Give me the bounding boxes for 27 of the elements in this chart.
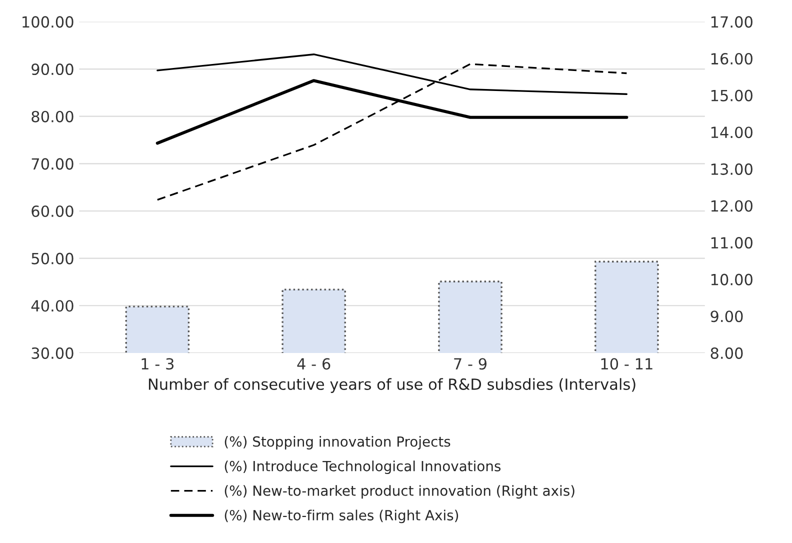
legend-label: (%) Introduce Technological Innovations <box>224 460 501 474</box>
y-tick-label: 60.00 <box>32 205 74 218</box>
y2-tick-label: 15.00 <box>711 90 752 102</box>
y2-tick-label: 9.00 <box>710 310 743 322</box>
y-tick-label: 80.00 <box>32 110 74 122</box>
x-tick-label: 7 - 9 <box>454 358 487 370</box>
y-tick-label: 100.00 <box>22 16 74 28</box>
y2-tick-label: 10.00 <box>711 274 752 286</box>
legend-label: (%) New-to-market product innovation (Right axis) <box>224 485 574 499</box>
y-tick-label: 50.00 <box>32 252 74 264</box>
x-tick-label: 10 - 11 <box>601 358 652 370</box>
y2-tick-label: 12.00 <box>711 200 752 212</box>
y2-tick-label: 16.00 <box>711 52 752 65</box>
y-tick-label: 90.00 <box>32 64 74 76</box>
x-tick-label: 4 - 6 <box>297 358 330 370</box>
x-tick-label: 1 - 3 <box>142 358 174 370</box>
y2-tick-label: 17.00 <box>711 16 752 28</box>
y2-tick-label: 13.00 <box>711 163 752 175</box>
y-tick-label: 70.00 <box>32 158 74 170</box>
y-tick-label: 30.00 <box>32 347 74 359</box>
y2-tick-label: 8.00 <box>710 347 743 359</box>
legend-label: (%) New-to-firm sales (Right Axis) <box>224 510 458 524</box>
y2-tick-label: 11.00 <box>711 237 752 249</box>
y-tick-label: 40.00 <box>31 300 74 312</box>
y2-tick-label: 14.00 <box>711 126 752 138</box>
x-axis-title: Number of consecutive years of use of R&D subsdies (Intervals) <box>148 378 636 393</box>
legend-label: (%) Stopping innovation Projects <box>224 436 450 450</box>
